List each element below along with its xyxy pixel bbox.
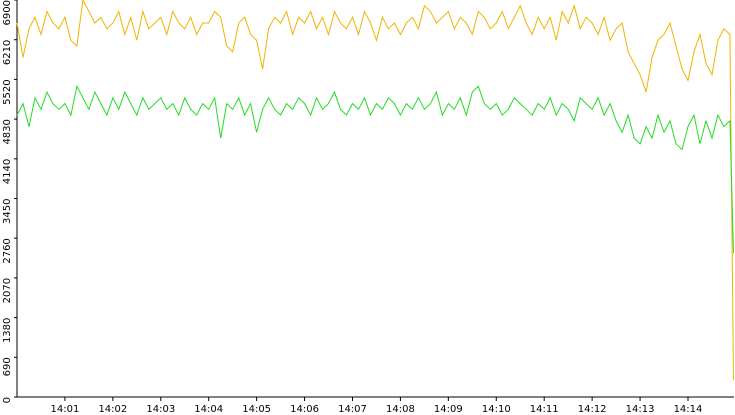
x-tick-label: 14:08 <box>386 404 415 415</box>
x-tick-label: 14:07 <box>338 404 367 415</box>
y-tick-label: 6210 <box>2 40 13 65</box>
series-line <box>16 84 734 254</box>
x-tick-label: 14:10 <box>482 404 511 415</box>
x-tick-label: 14:06 <box>290 404 319 415</box>
x-tick-label: 14:14 <box>674 404 703 415</box>
y-tick-label: 690 <box>2 357 13 376</box>
x-tick-label: 14:12 <box>578 404 607 415</box>
y-tick-label: 2070 <box>2 278 13 303</box>
x-tick-label: 14:01 <box>51 404 80 415</box>
x-tick-label: 14:13 <box>626 404 655 415</box>
x-tick-label: 14:02 <box>98 404 127 415</box>
y-tick-label: 3450 <box>2 199 13 224</box>
y-tick-label: 1380 <box>2 318 13 343</box>
y-tick-label: 2760 <box>2 238 13 263</box>
x-tick-label: 14:04 <box>194 404 223 415</box>
x-tick-label: 14:05 <box>242 404 271 415</box>
y-tick-label: 4830 <box>2 119 13 144</box>
x-tick-label: 14:03 <box>146 404 175 415</box>
series-line <box>16 0 734 380</box>
y-tick-label: 6900 <box>2 0 13 25</box>
y-tick-label: 0 <box>2 397 13 403</box>
x-tick-label: 14:11 <box>530 404 559 415</box>
x-tick-label: 14:09 <box>434 404 463 415</box>
y-tick-label: 4140 <box>2 159 13 184</box>
y-tick-label: 5520 <box>2 79 13 104</box>
